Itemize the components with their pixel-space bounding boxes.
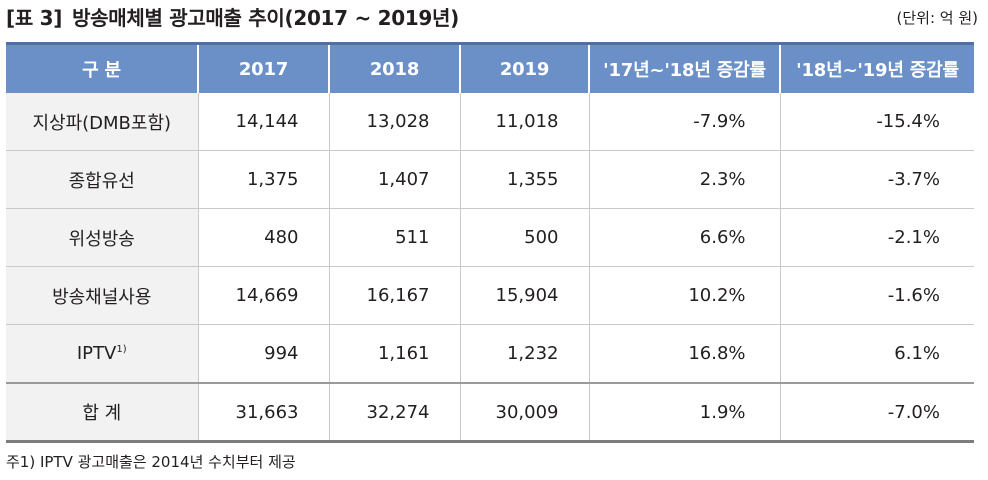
cell-2019: 1,355: [459, 150, 589, 209]
header-change-17-18: '17년~'18년 증감률: [588, 42, 780, 93]
header-category: 구 분: [6, 42, 198, 93]
cell-change-17-18: -7.9%: [588, 93, 780, 151]
total-change-17-18: 1.9%: [588, 382, 780, 443]
table-row: 종합유선 1,375 1,407 1,355 2.3% -3.7%: [6, 150, 974, 209]
unit-label: (단위: 억 원): [896, 9, 979, 27]
header-2018: 2018: [328, 42, 460, 93]
cell-2018: 1,161: [328, 324, 460, 384]
header-row: 구 분 2017 2018 2019 '17년~'18년 증감률 '18년~'1…: [6, 42, 974, 93]
header-2019: 2019: [459, 42, 589, 93]
cell-change-17-18: 10.2%: [588, 266, 780, 325]
table-row: 지상파(DMB포함) 14,144 13,028 11,018 -7.9% -1…: [6, 93, 974, 151]
cell-2019: 15,904: [459, 266, 589, 325]
cell-2017: 14,144: [197, 93, 329, 151]
table-row: 방송채널사용 14,669 16,167 15,904 10.2% -1.6%: [6, 266, 974, 325]
cell-change-17-18: 16.8%: [588, 324, 780, 384]
row-label-iptv: IPTV1): [6, 324, 198, 384]
header-change-18-19: '18년~'19년 증감률: [779, 42, 974, 93]
cell-change-18-19: -2.1%: [779, 208, 974, 267]
cell-2019: 1,232: [459, 324, 589, 384]
row-label: 방송채널사용: [6, 266, 198, 325]
cell-change-17-18: 6.6%: [588, 208, 780, 267]
total-change-18-19: -7.0%: [779, 382, 974, 443]
footnote: 주1) IPTV 광고매출은 2014년 수치부터 제공: [6, 453, 296, 471]
cell-2017: 480: [197, 208, 329, 267]
cell-change-18-19: -1.6%: [779, 266, 974, 325]
total-label: 합 계: [6, 382, 198, 443]
ad-revenue-table: 구 분 2017 2018 2019 '17년~'18년 증감률 '18년~'1…: [6, 42, 974, 443]
table-number: [표 3]: [6, 6, 63, 30]
cell-2017: 14,669: [197, 266, 329, 325]
cell-2017: 1,375: [197, 150, 329, 209]
cell-change-18-19: -15.4%: [779, 93, 974, 151]
cell-2018: 1,407: [328, 150, 460, 209]
row-label: 종합유선: [6, 150, 198, 209]
table-row: IPTV1) 994 1,161 1,232 16.8% 6.1%: [6, 324, 974, 384]
cell-2018: 13,028: [328, 93, 460, 151]
cell-change-17-18: 2.3%: [588, 150, 780, 209]
table-row: 위성방송 480 511 500 6.6% -2.1%: [6, 208, 974, 267]
header-2017: 2017: [197, 42, 329, 93]
row-label: 위성방송: [6, 208, 198, 267]
cell-2017: 994: [197, 324, 329, 384]
total-2017: 31,663: [197, 382, 329, 443]
total-2018: 32,274: [328, 382, 460, 443]
cell-2018: 16,167: [328, 266, 460, 325]
row-label: 지상파(DMB포함): [6, 93, 198, 151]
cell-2019: 500: [459, 208, 589, 267]
cell-2019: 11,018: [459, 93, 589, 151]
total-row: 합 계 31,663 32,274 30,009 1.9% -7.0%: [6, 382, 974, 443]
table-title-text: 방송매체별 광고매출 추이(2017 ~ 2019년): [72, 6, 459, 30]
cell-change-18-19: 6.1%: [779, 324, 974, 384]
cell-change-18-19: -3.7%: [779, 150, 974, 209]
footnote-marker: 1): [116, 344, 127, 355]
cell-2018: 511: [328, 208, 460, 267]
total-2019: 30,009: [459, 382, 589, 443]
table-title: [표 3] 방송매체별 광고매출 추이(2017 ~ 2019년): [6, 4, 459, 32]
row-label: IPTV: [76, 343, 117, 364]
